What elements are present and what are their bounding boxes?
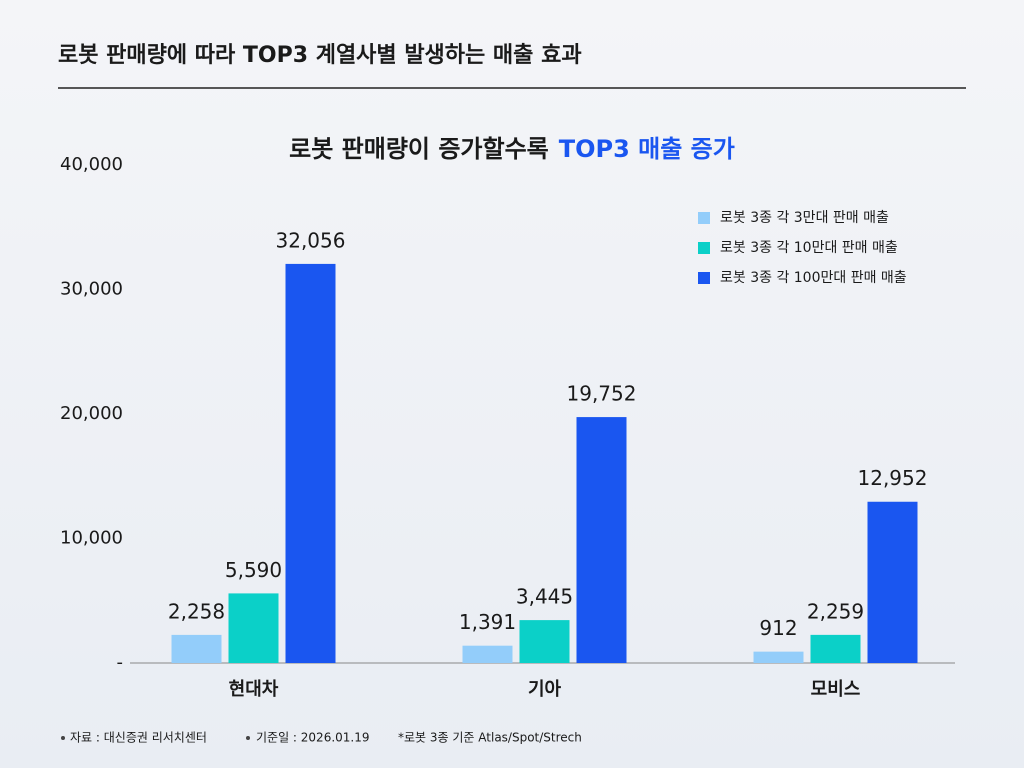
y-tick-label: 20,000 — [60, 403, 123, 424]
y-tick-label: - — [117, 652, 124, 673]
data-label: 12,952 — [858, 466, 928, 490]
chart-title-main: 로봇 판매량이 증가할수록 — [289, 135, 549, 163]
data-label: 1,391 — [459, 610, 516, 634]
footnote: *로봇 3종 기준 Atlas/Spot/Strech — [398, 731, 582, 745]
bar — [462, 645, 513, 663]
bar — [519, 620, 570, 663]
bar — [810, 634, 861, 663]
legend-label: 로봇 3종 각 3만대 판매 매출 — [720, 210, 889, 226]
data-label: 2,259 — [807, 599, 864, 623]
bar — [753, 651, 804, 663]
x-tick-label: 기아 — [528, 679, 562, 700]
legend-swatch — [698, 272, 710, 284]
bar — [171, 634, 222, 663]
bullet — [246, 736, 250, 740]
chart-title: 로봇 판매량이 증가할수록 TOP3 매출 증가 — [289, 135, 735, 163]
data-label: 3,445 — [516, 585, 573, 609]
footnote: 자료 : 대신증권 리서치센터 — [70, 731, 207, 745]
bar — [285, 263, 336, 663]
y-tick-label: 30,000 — [60, 279, 123, 300]
legend-swatch — [698, 212, 710, 224]
legend-label: 로봇 3종 각 100만대 판매 매출 — [720, 270, 907, 286]
y-tick-label: 40,000 — [60, 154, 123, 175]
chart-title-emphasis: TOP3 매출 증가 — [559, 135, 735, 163]
x-tick-label: 현대차 — [229, 679, 279, 700]
data-label: 912 — [759, 616, 797, 640]
bullet — [61, 736, 65, 740]
data-label: 2,258 — [168, 599, 225, 623]
page-title: 로봇 판매량에 따라 TOP3 계열사별 발생하는 매출 효과 — [58, 43, 582, 68]
bar — [576, 417, 627, 663]
bar — [228, 593, 279, 663]
x-tick-label: 모비스 — [811, 679, 861, 700]
bar — [867, 501, 918, 663]
data-label: 32,056 — [276, 228, 346, 252]
legend-swatch — [698, 242, 710, 254]
y-tick-label: 10,000 — [60, 528, 123, 549]
legend-label: 로봇 3종 각 10만대 판매 매출 — [720, 240, 898, 256]
data-label: 5,590 — [225, 558, 282, 582]
data-label: 19,752 — [567, 382, 637, 406]
footnote: 기준일 : 2026.01.19 — [256, 731, 370, 745]
